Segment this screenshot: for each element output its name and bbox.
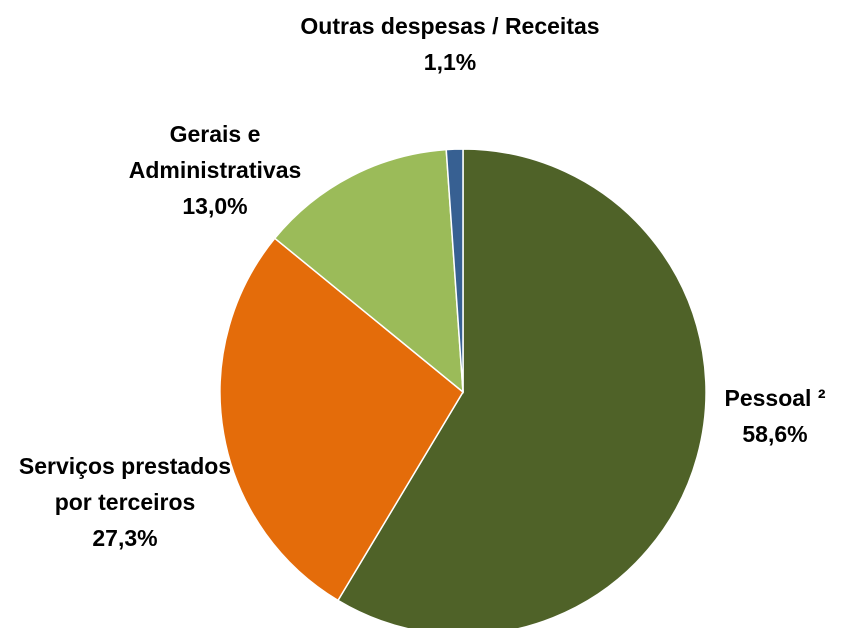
slice-label: Pessoal ² 58,6% [690,380,858,452]
category-label: Outras despesas / Receitas [300,13,600,39]
category-label: Gerais e Administrativas [128,121,302,183]
category-label: Serviços prestados por terceiros [18,453,232,515]
pie-slice [336,148,707,628]
value-label: 27,3% [92,525,158,551]
pie-slice [445,148,464,393]
slice-label: Gerais e Administrativas 13,0% [95,116,335,224]
value-label: 13,0% [182,193,248,219]
slice-label: Outras despesas / Receitas 1,1% [300,8,600,80]
value-label: 58,6% [742,421,808,447]
value-label: 1,1% [423,49,477,75]
pie-slice [273,148,464,394]
pie-slice [219,237,464,602]
slice-label: Serviços prestados por terceiros 27,3% [10,448,240,556]
category-label: Pessoal ² [724,385,826,411]
